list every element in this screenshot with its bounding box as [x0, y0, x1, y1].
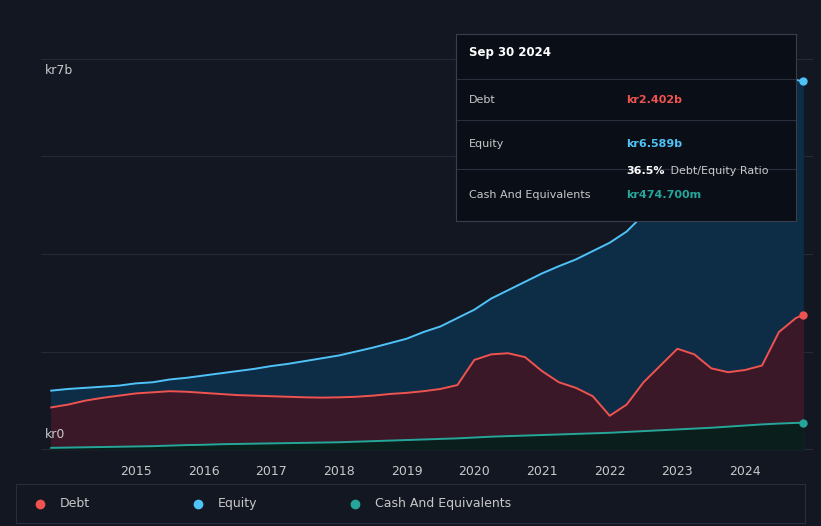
Text: Cash And Equivalents: Cash And Equivalents: [375, 497, 511, 510]
Text: kr474.700m: kr474.700m: [626, 190, 701, 200]
Text: kr0: kr0: [44, 429, 65, 441]
Text: kr2.402b: kr2.402b: [626, 95, 682, 105]
Text: Sep 30 2024: Sep 30 2024: [470, 46, 551, 59]
Text: Cash And Equivalents: Cash And Equivalents: [470, 190, 591, 200]
Text: Equity: Equity: [470, 139, 505, 149]
Text: 36.5%: 36.5%: [626, 166, 664, 176]
Text: kr6.589b: kr6.589b: [626, 139, 682, 149]
Text: Debt: Debt: [470, 95, 496, 105]
Text: Debt/Equity Ratio: Debt/Equity Ratio: [667, 166, 768, 176]
Text: Equity: Equity: [218, 497, 257, 510]
Text: kr7b: kr7b: [44, 64, 73, 77]
Text: Debt: Debt: [60, 497, 89, 510]
